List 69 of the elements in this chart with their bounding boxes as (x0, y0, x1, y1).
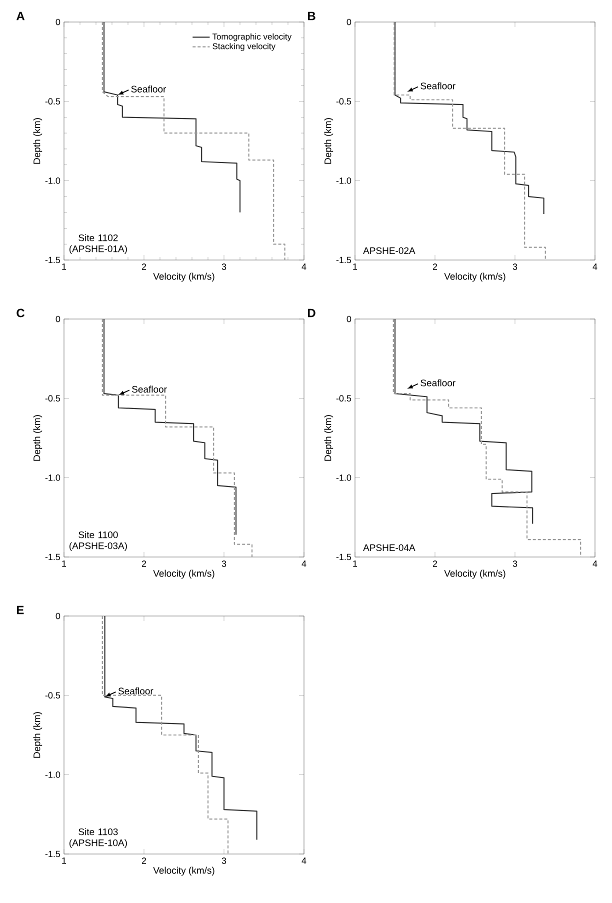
y-tick-label: 0 (56, 612, 60, 620)
annotation: Seafloor (131, 86, 166, 92)
chart-title: D (308, 308, 316, 318)
y-tick-label: -0.5 (45, 692, 60, 699)
x-tick-label: 3 (222, 264, 226, 270)
x-tick-label: 4 (592, 560, 598, 567)
annotation: Site 1103 (APSHE-10A) (69, 828, 127, 848)
legend-label: Tomographic velocity (212, 33, 292, 42)
x-tick-label: 2 (432, 560, 438, 567)
x-tick-label: 3 (512, 264, 518, 270)
y-tick-label: -0.5 (336, 98, 352, 105)
x-tick-label: 3 (512, 560, 518, 567)
x-axis-title: Velocity (km/s) (444, 272, 506, 282)
annotation: Site 1100 (APSHE-03A) (69, 531, 127, 552)
x-tick-label: 2 (432, 264, 438, 270)
y-tick-label: -0.5 (45, 98, 60, 105)
chart-title: B (308, 12, 316, 20)
y-tick-label: 0 (56, 18, 60, 26)
x-tick-label: 3 (222, 560, 226, 567)
line-series (394, 21, 544, 215)
x-tick-label: 1 (62, 264, 66, 270)
x-tick-label: 3 (222, 858, 226, 864)
x-axis-title: Velocity (km/s) (153, 866, 214, 876)
x-tick-label: 2 (142, 858, 146, 864)
x-tick-label: 4 (302, 560, 306, 567)
y-tick-label: -1.5 (45, 850, 60, 858)
annotation: Site 1102 (APSHE-01A) (69, 234, 127, 254)
y-tick-label: -1.5 (336, 256, 352, 264)
y-tick-label: 0 (346, 316, 352, 322)
y-tick-label: -1.0 (336, 474, 352, 481)
y-tick-label: -0.5 (45, 395, 60, 402)
annotation: Seafloor (132, 386, 167, 393)
x-tick-label: 1 (353, 560, 358, 567)
legend-label: Stacking velocity (212, 43, 276, 51)
x-tick-label: 1 (353, 264, 358, 270)
x-tick-label: 4 (592, 264, 598, 270)
y-axis-title: Depth (km) (33, 712, 42, 758)
x-axis-title: Velocity (km/s) (153, 272, 214, 282)
y-tick-label: 0 (346, 18, 352, 26)
x-tick-label: 2 (142, 560, 146, 567)
annotation: Seafloor (118, 687, 154, 694)
annotation: APSHE-02A (363, 247, 416, 254)
y-tick-label: 0 (56, 316, 60, 322)
line-series (394, 318, 534, 524)
y-tick-label: -1.5 (336, 554, 352, 560)
y-axis-title: Depth (km) (33, 415, 42, 461)
chart-title: C (16, 308, 25, 318)
y-tick-label: -1.0 (336, 177, 352, 184)
annotation: Seafloor (420, 82, 456, 90)
x-axis-title: Velocity (km/s) (153, 570, 214, 579)
x-tick-label: 4 (302, 264, 306, 270)
y-tick-label: -1.0 (45, 771, 60, 778)
x-tick-label: 1 (62, 858, 66, 864)
y-tick-label: -1.0 (45, 177, 60, 184)
chart-title: A (16, 12, 25, 20)
y-axis-title: Depth (km) (324, 415, 334, 461)
x-tick-label: 4 (302, 858, 306, 864)
annotation: Seafloor (420, 379, 456, 386)
y-tick-label: -1.0 (45, 474, 60, 481)
y-axis-title: Depth (km) (324, 118, 334, 164)
y-tick-label: -0.5 (336, 395, 352, 402)
y-axis-title: Depth (km) (33, 118, 42, 164)
x-tick-label: 1 (62, 560, 66, 567)
y-tick-label: -1.5 (45, 554, 60, 560)
annotation: APSHE-04A (363, 544, 416, 552)
chart-title: E (17, 606, 24, 614)
x-axis-title: Velocity (km/s) (444, 570, 506, 579)
y-tick-label: -1.5 (45, 256, 60, 264)
x-tick-label: 2 (142, 264, 146, 270)
